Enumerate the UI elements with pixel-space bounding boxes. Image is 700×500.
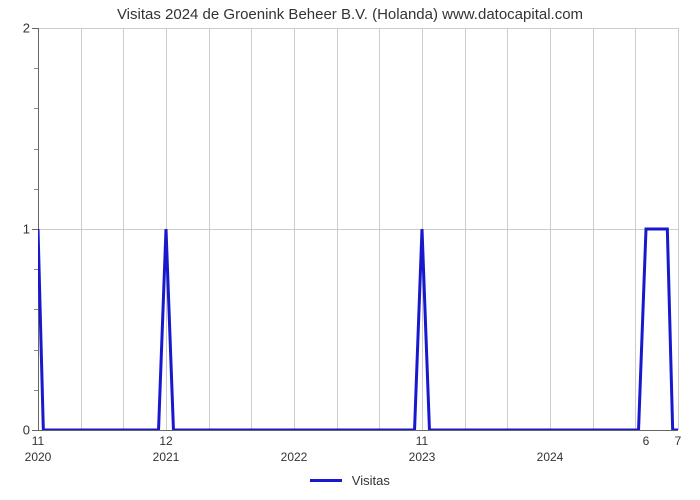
y-tick-label: 1 (23, 222, 30, 237)
x-tick-month-label: 12 (159, 434, 172, 448)
legend: Visitas (0, 472, 700, 488)
chart-title: Visitas 2024 de Groenink Beheer B.V. (Ho… (0, 6, 700, 23)
series-line (38, 28, 678, 430)
legend-line-icon (310, 479, 342, 482)
grid-line-vertical (678, 28, 679, 430)
legend-label: Visitas (352, 473, 390, 488)
x-tick-month-label: 11 (32, 434, 44, 448)
x-tick-year-label: 2021 (153, 450, 180, 464)
x-tick-year-label: 2022 (281, 450, 308, 464)
chart-container: Visitas 2024 de Groenink Beheer B.V. (Ho… (0, 0, 700, 500)
x-tick-month-label: 7 (675, 434, 682, 448)
x-tick-year-label: 2024 (537, 450, 564, 464)
y-tick-label: 0 (23, 423, 30, 438)
x-axis-line (38, 430, 678, 431)
y-tick-mark (32, 430, 38, 431)
x-tick-year-label: 2023 (409, 450, 436, 464)
x-tick-year-label: 2020 (25, 450, 52, 464)
plot-area: 0121112116720202021202220232024 (38, 28, 678, 430)
x-tick-month-label: 11 (416, 434, 428, 448)
y-tick-label: 2 (23, 21, 30, 36)
x-tick-month-label: 6 (643, 434, 650, 448)
